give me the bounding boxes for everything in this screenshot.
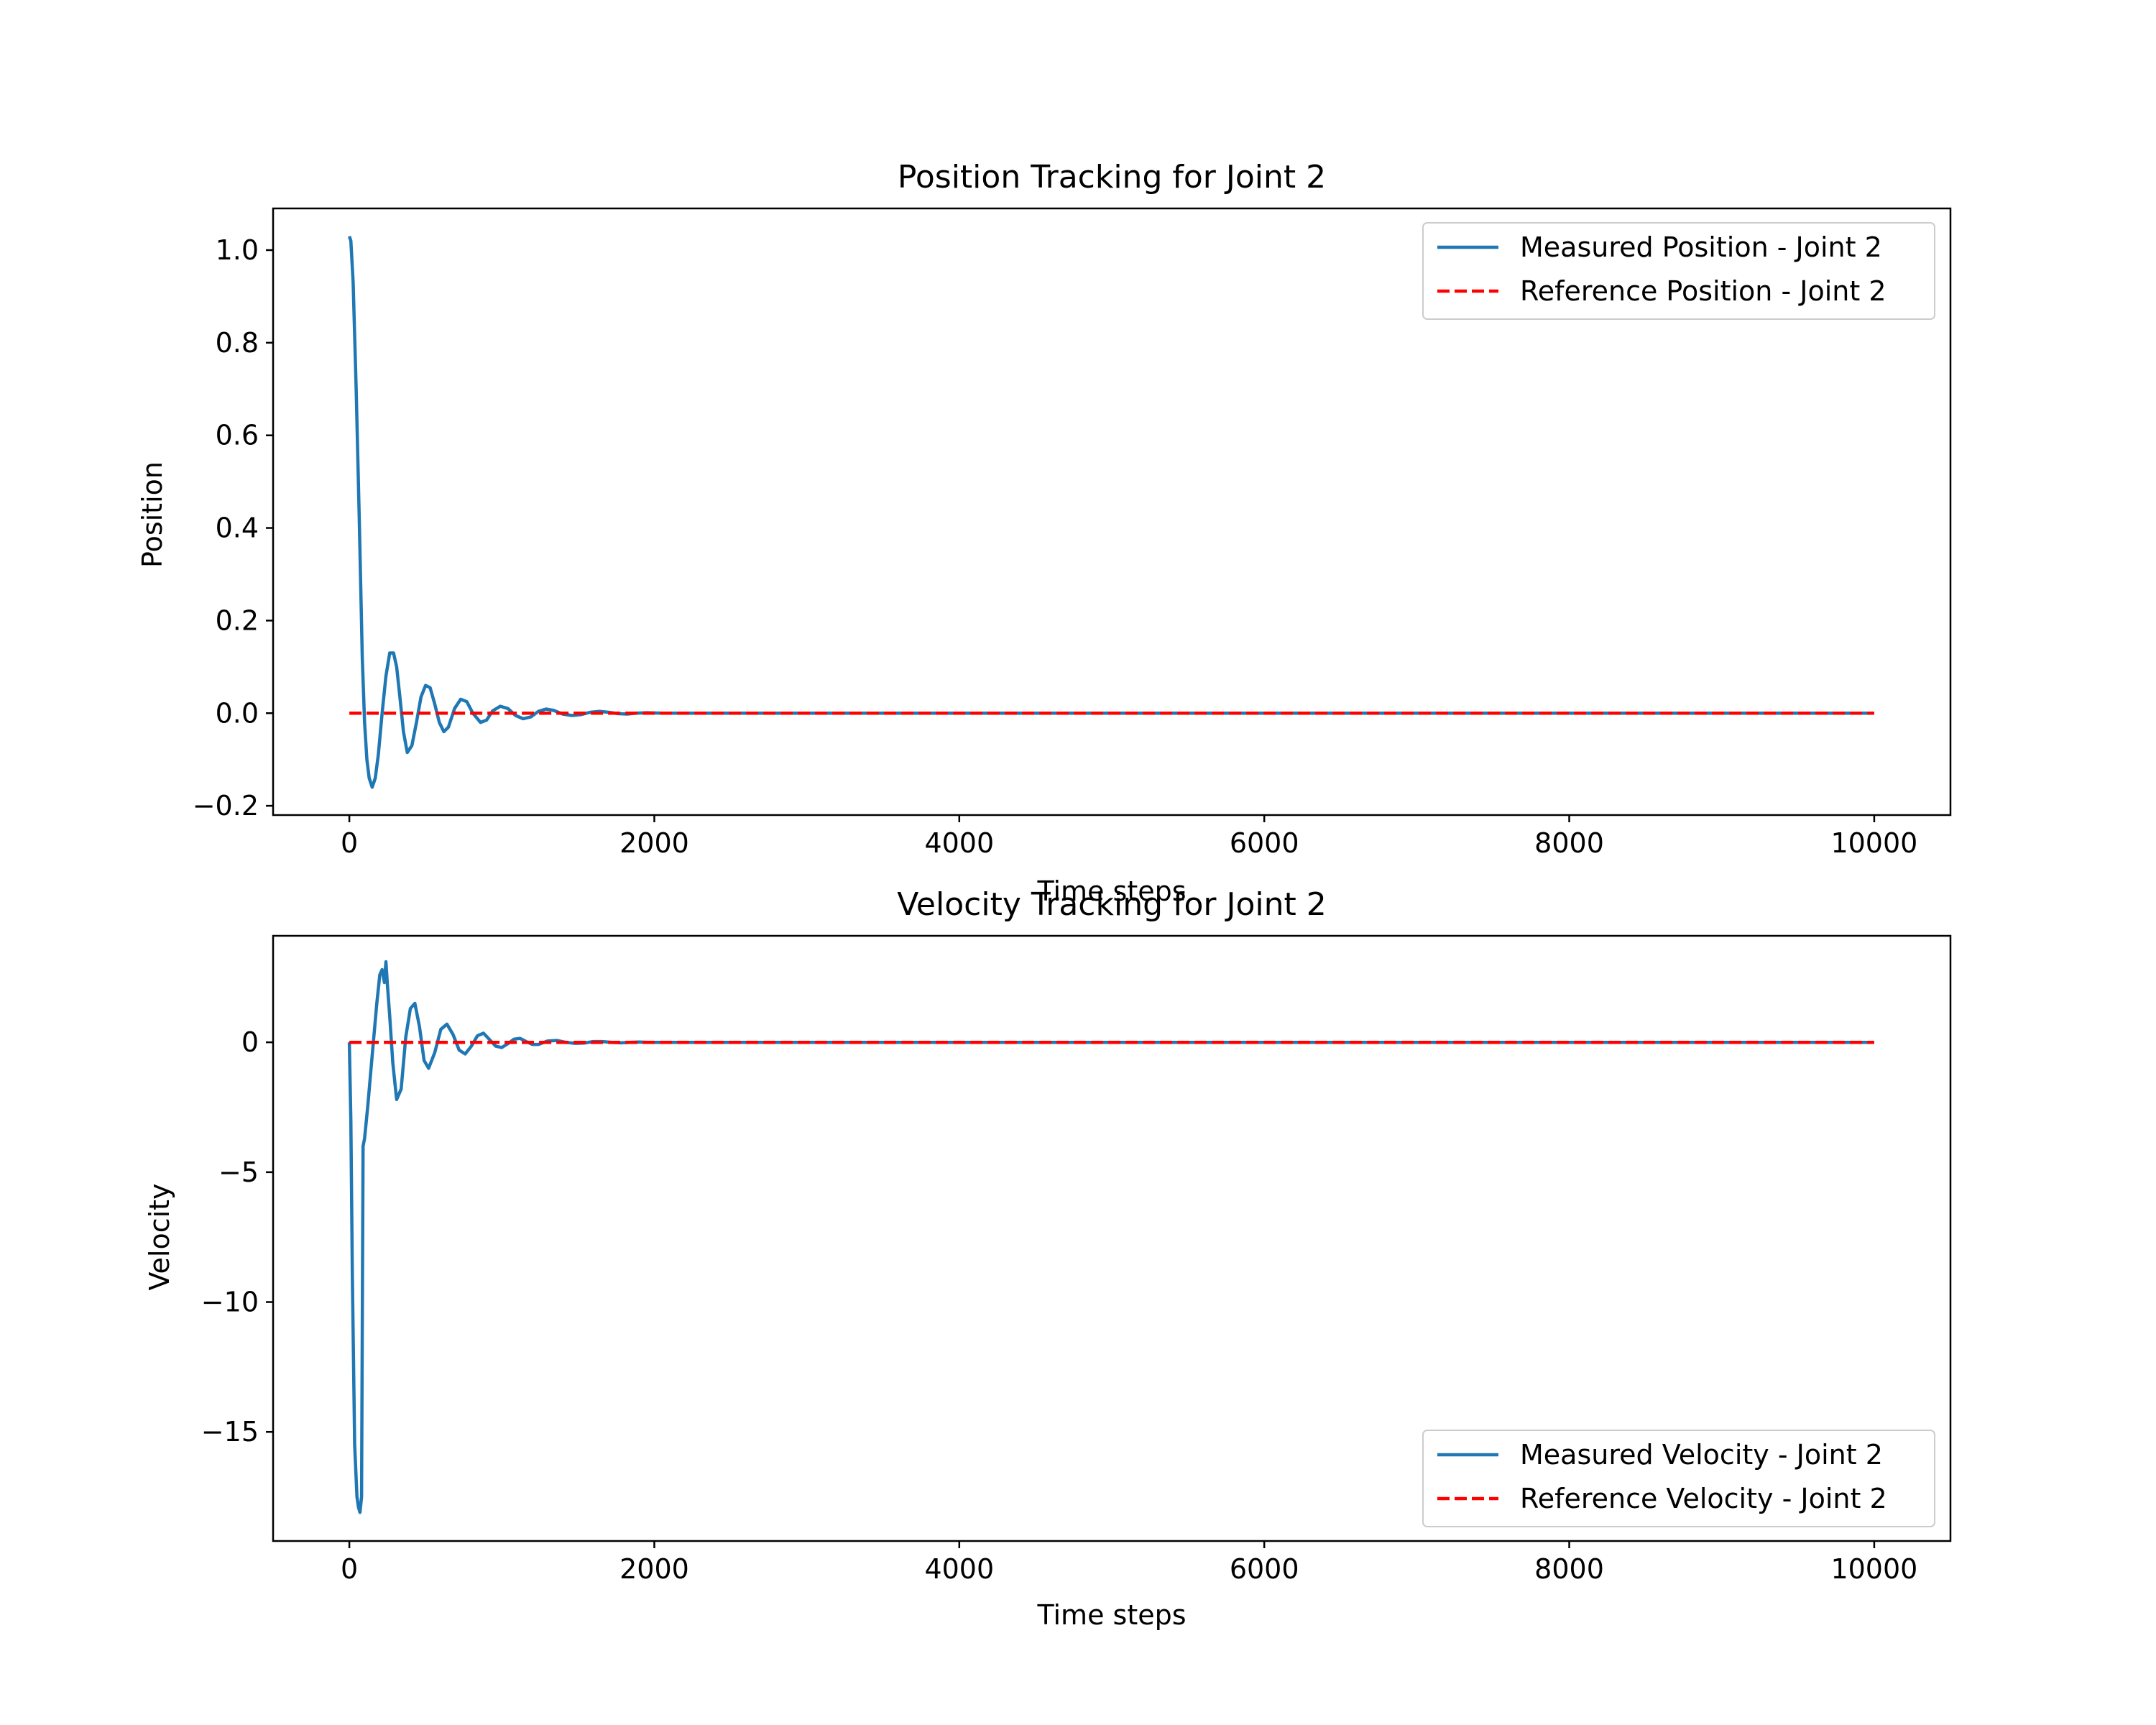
position-y-ticks: −0.2 0.0 0.2 0.4 0.6 0.8 1.0 [193, 234, 273, 822]
position-chart-title: Position Tracking for Joint 2 [898, 159, 1326, 196]
velocity-x-tick-label: 10000 [1830, 1553, 1917, 1585]
velocity-y-tick-label: −5 [218, 1156, 259, 1188]
velocity-subplot: Velocity Tracking for Joint 2 Velocity T… [144, 886, 1952, 1631]
position-plot-lines [347, 235, 1874, 789]
velocity-y-tick-label: −10 [201, 1287, 259, 1318]
position-legend-reference-label: Reference Position - Joint 2 [1520, 275, 1886, 307]
velocity-legend: Measured Velocity - Joint 2 Reference Ve… [1422, 1430, 1935, 1527]
position-legend-box [1422, 222, 1935, 320]
position-x-tick-label: 4000 [924, 827, 994, 859]
velocity-x-tick-label: 6000 [1230, 1553, 1299, 1585]
velocity-legend-measured-label: Measured Velocity - Joint 2 [1520, 1439, 1883, 1471]
position-y-tick-label: 0.0 [216, 697, 259, 729]
velocity-y-tick-label: −15 [201, 1416, 259, 1448]
velocity-x-tick-label: 8000 [1534, 1553, 1604, 1585]
velocity-measured-line [347, 960, 1874, 1514]
velocity-legend-reference-label: Reference Velocity - Joint 2 [1520, 1483, 1887, 1514]
position-y-tick-label: 0.4 [216, 512, 259, 544]
velocity-x-ticks: 0 2000 4000 6000 8000 10000 [341, 1541, 1917, 1585]
position-y-tick-label: 0.2 [216, 604, 259, 636]
position-x-tick-label: 6000 [1230, 827, 1299, 859]
velocity-y-axis-label: Velocity [144, 1183, 175, 1290]
position-legend: Measured Position - Joint 2 Reference Po… [1422, 222, 1935, 320]
position-plot-frame [272, 207, 1952, 816]
velocity-y-tick-label: 0 [241, 1026, 259, 1058]
velocity-legend-box [1422, 1430, 1935, 1527]
velocity-y-ticks: −15 −10 −5 0 [201, 1026, 273, 1448]
position-legend-measured-label: Measured Position - Joint 2 [1520, 231, 1882, 263]
position-x-tick-label: 8000 [1534, 827, 1604, 859]
velocity-chart-title: Velocity Tracking for Joint 2 [897, 886, 1326, 923]
position-y-axis-label: Position [137, 461, 168, 568]
velocity-plot-frame [272, 934, 1952, 1542]
position-y-tick-label: 0.6 [216, 420, 259, 451]
velocity-plot-lines [347, 960, 1874, 1514]
velocity-x-axis-label: Time steps [1036, 1599, 1186, 1631]
position-y-tick-label: 0.8 [216, 327, 259, 359]
position-x-tick-label: 10000 [1830, 827, 1917, 859]
position-y-tick-label: 1.0 [216, 234, 259, 266]
velocity-x-tick-label: 0 [341, 1553, 358, 1585]
position-y-tick-label: −0.2 [193, 790, 259, 822]
velocity-x-tick-label: 4000 [924, 1553, 994, 1585]
position-x-tick-label: 0 [341, 827, 358, 859]
position-subplot: Position Tracking for Joint 2 Position T… [137, 159, 1952, 907]
position-x-ticks: 0 2000 4000 6000 8000 10000 [341, 815, 1917, 859]
position-x-axis-label: Time steps [1036, 875, 1186, 907]
velocity-x-tick-label: 2000 [619, 1553, 689, 1585]
position-x-tick-label: 2000 [619, 827, 689, 859]
